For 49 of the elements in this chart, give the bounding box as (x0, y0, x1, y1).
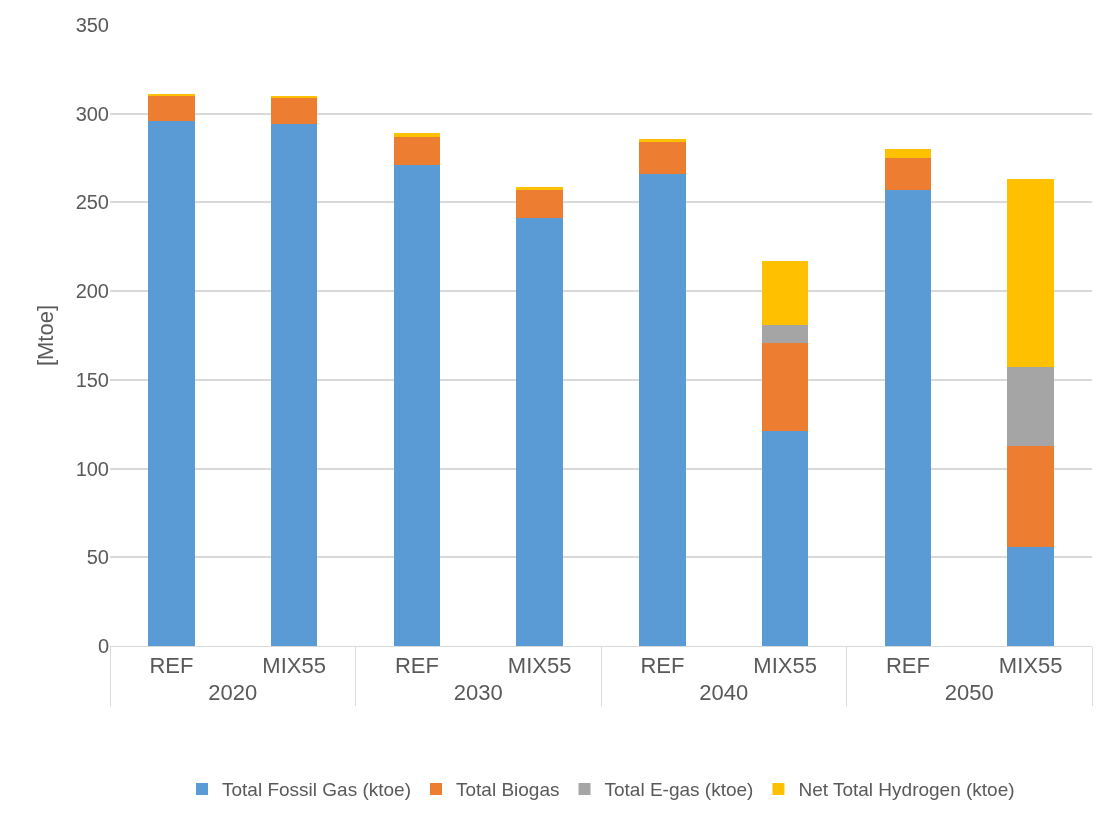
y-tick-label: 100 (75, 457, 109, 480)
legend-label: Total E-gas (ktoe) (604, 779, 754, 801)
y-tick-label: 200 (75, 280, 109, 303)
x-tick-label: MIX55 (262, 653, 326, 679)
bar (270, 97, 318, 125)
bar (639, 174, 686, 646)
x-tick-label: REF (885, 653, 930, 679)
x-tick-label: REF (640, 653, 685, 679)
bar (884, 190, 932, 646)
bar (393, 136, 441, 166)
bar (148, 95, 195, 121)
y-axis-title: [Mtoe] (33, 304, 59, 367)
bar (1007, 546, 1054, 646)
bar (516, 187, 563, 191)
x-tick-label: MIX55 (753, 653, 817, 679)
bar (1007, 179, 1054, 368)
text: 2040 (699, 680, 749, 706)
x-tick-label: REF (394, 653, 439, 679)
bar (639, 142, 686, 175)
bar (884, 149, 932, 159)
legend-label: Net Total Hydrogen (ktoe) (798, 779, 1015, 801)
bar (393, 133, 441, 137)
bar (761, 260, 809, 325)
y-tick-label: 150 (75, 368, 109, 391)
bar (1007, 367, 1054, 446)
y-tick-label: 350 (75, 14, 109, 36)
x-tick-label: MIX55 (998, 653, 1063, 679)
legend-label: Total Fossil Gas (ktoe) (222, 779, 411, 801)
bar (516, 190, 563, 219)
y-tick-label: 250 (75, 191, 109, 214)
bar (148, 120, 195, 646)
text: 2030 (453, 680, 503, 706)
y-tick-label: 50 (86, 546, 109, 569)
y-tick-label: 0 (97, 635, 109, 657)
bar (761, 342, 809, 432)
bar (516, 218, 563, 646)
bar (270, 124, 318, 646)
x-tick-label: REF (149, 653, 194, 679)
bar (270, 95, 318, 98)
bar (761, 324, 809, 343)
bar (761, 431, 809, 646)
text: 2020 (208, 680, 258, 706)
bar (1007, 445, 1054, 547)
y-tick-label: 300 (75, 102, 109, 125)
bar (393, 165, 441, 646)
x-tick-label: MIX55 (507, 653, 572, 679)
text: 2050 (944, 680, 994, 706)
legend-label: Total Biogas (456, 779, 560, 801)
bar (884, 158, 932, 191)
